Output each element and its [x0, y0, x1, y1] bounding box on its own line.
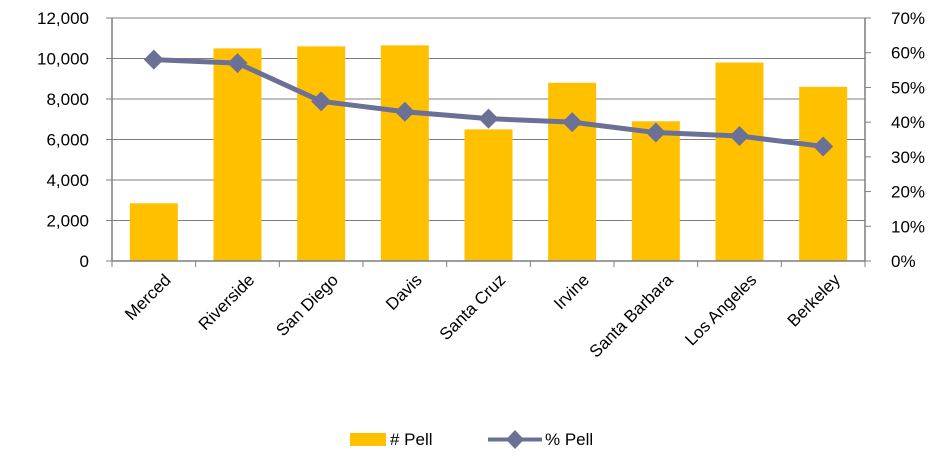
legend: # Pell % Pell — [350, 430, 593, 449]
bar — [129, 203, 178, 261]
category-label: Berkeley — [784, 270, 845, 331]
line-point — [562, 112, 583, 133]
category-label: Santa Cruz — [436, 270, 510, 344]
bar — [799, 86, 848, 261]
category-label: San Diego — [272, 270, 342, 340]
right-tick-label: 20% — [891, 183, 925, 202]
line-point — [478, 108, 499, 129]
line-point — [311, 91, 332, 112]
legend-label-line: % Pell — [545, 430, 593, 449]
right-axis-ticks: 0% 10% 20% 30% 40% 50% 60% 70% — [891, 9, 925, 271]
left-tick-label: 4,000 — [46, 171, 89, 190]
line-series — [143, 49, 834, 157]
line-point — [143, 49, 164, 70]
bar — [715, 62, 764, 261]
line-point — [227, 53, 248, 74]
left-tick-label: 0 — [80, 252, 89, 271]
bar — [548, 82, 597, 261]
bar — [631, 121, 680, 262]
bar — [213, 48, 262, 261]
right-tick-label: 0% — [891, 252, 916, 271]
left-tick-label: 12,000 — [37, 9, 89, 28]
right-tick-label: 50% — [891, 78, 925, 97]
right-tick-label: 40% — [891, 113, 925, 132]
bar-series — [129, 45, 848, 262]
category-label: Riverside — [195, 270, 259, 334]
left-tick-label: 8,000 — [46, 90, 89, 109]
right-tick-label: 70% — [891, 9, 925, 28]
left-tick-label: 6,000 — [46, 131, 89, 150]
right-tick-label: 10% — [891, 217, 925, 236]
category-label: Los Angeles — [681, 270, 760, 349]
right-tick-label: 60% — [891, 44, 925, 63]
category-axis-ticks: Merced Riverside San Diego Davis Santa Cruz I… — [121, 270, 844, 361]
legend-label-bar: # Pell — [390, 430, 433, 449]
left-tick-label: 10,000 — [37, 50, 89, 69]
category-label: Santa Barbara — [586, 270, 677, 361]
line-point — [645, 122, 666, 143]
left-axis-ticks: 0 2,000 4,000 6,000 8,000 10,000 12,000 — [37, 9, 89, 271]
legend-marker-diamond — [506, 430, 524, 449]
legend-swatch-bar — [350, 433, 386, 446]
axes — [106, 17, 871, 267]
bar — [464, 129, 513, 261]
line-point — [729, 126, 750, 147]
bar — [380, 45, 429, 262]
line-point — [394, 101, 415, 122]
right-tick-label: 30% — [891, 148, 925, 167]
category-label: Davis — [382, 270, 425, 313]
category-label: Merced — [121, 270, 175, 324]
bar — [297, 46, 346, 261]
category-label: Irvine — [550, 270, 593, 313]
line-point — [813, 136, 834, 157]
left-tick-label: 2,000 — [46, 212, 89, 231]
